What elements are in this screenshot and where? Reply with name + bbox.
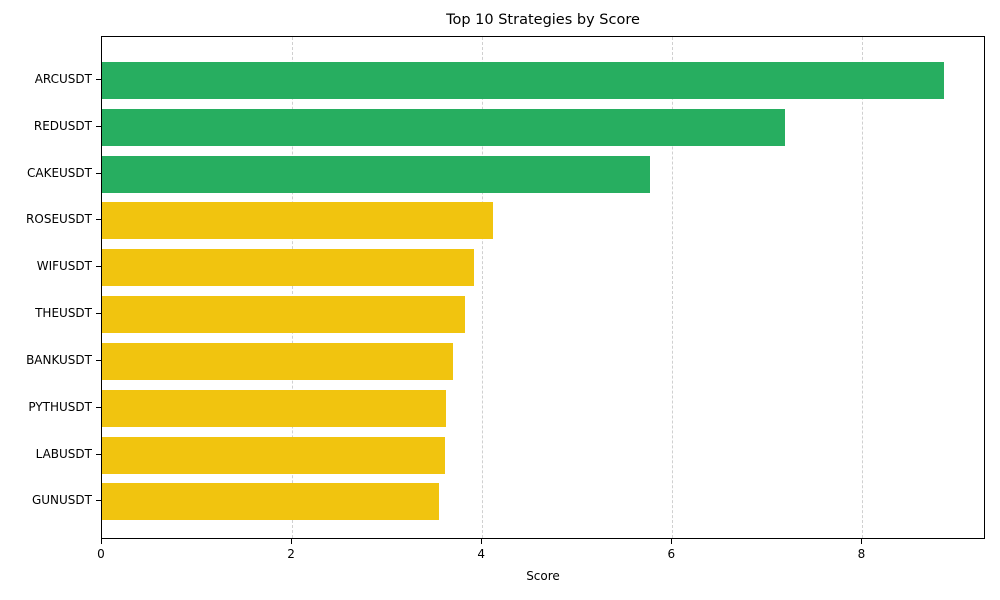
x-axis-label: Score — [526, 569, 560, 583]
bar — [102, 201, 493, 239]
bar — [102, 436, 446, 474]
x-tick-label: 4 — [477, 547, 486, 561]
x-tick-label: 0 — [97, 547, 105, 561]
y-tick-label: LABUSDT — [35, 447, 92, 461]
x-gridline — [862, 37, 864, 538]
y-tick — [96, 219, 101, 220]
x-gridline — [482, 37, 484, 538]
y-tick-label: WIFUSDT — [36, 259, 92, 273]
chart-title: Top 10 Strategies by Score — [446, 12, 640, 28]
y-tick-label: REDUSDT — [33, 119, 92, 133]
x-tick — [481, 539, 483, 544]
y-tick — [96, 313, 101, 314]
x-tick — [101, 539, 102, 544]
bar — [102, 482, 440, 520]
y-tick — [96, 79, 101, 80]
y-tick — [96, 454, 101, 455]
y-tick-label: BANKUSDT — [26, 353, 92, 367]
y-tick — [96, 360, 101, 361]
bar — [102, 342, 453, 380]
x-gridline — [292, 37, 294, 538]
x-tick-label: 6 — [667, 547, 676, 561]
plot-area — [101, 36, 985, 539]
y-tick-label: THEUSDT — [35, 306, 92, 320]
bar — [102, 295, 466, 333]
y-tick — [96, 126, 101, 127]
y-tick — [96, 266, 101, 267]
x-tick-label: 2 — [287, 547, 295, 561]
bar — [102, 108, 786, 146]
y-tick-label: ROSEUSDT — [26, 212, 92, 226]
x-tick — [291, 539, 293, 544]
y-tick-label: CAKEUSDT — [26, 166, 92, 180]
x-tick — [671, 539, 673, 544]
y-tick — [96, 500, 101, 501]
y-tick-label: GUNUSDT — [31, 493, 92, 507]
y-tick-label: PYTHUSDT — [28, 400, 92, 414]
bar — [102, 61, 945, 99]
x-tick-label: 8 — [857, 547, 866, 561]
x-tick — [861, 539, 863, 544]
x-gridline — [672, 37, 674, 538]
bar — [102, 155, 650, 193]
y-tick — [96, 407, 101, 408]
y-tick — [96, 173, 101, 174]
y-tick-label: ARCUSDT — [34, 72, 92, 86]
bar — [102, 248, 474, 286]
bar — [102, 389, 447, 427]
